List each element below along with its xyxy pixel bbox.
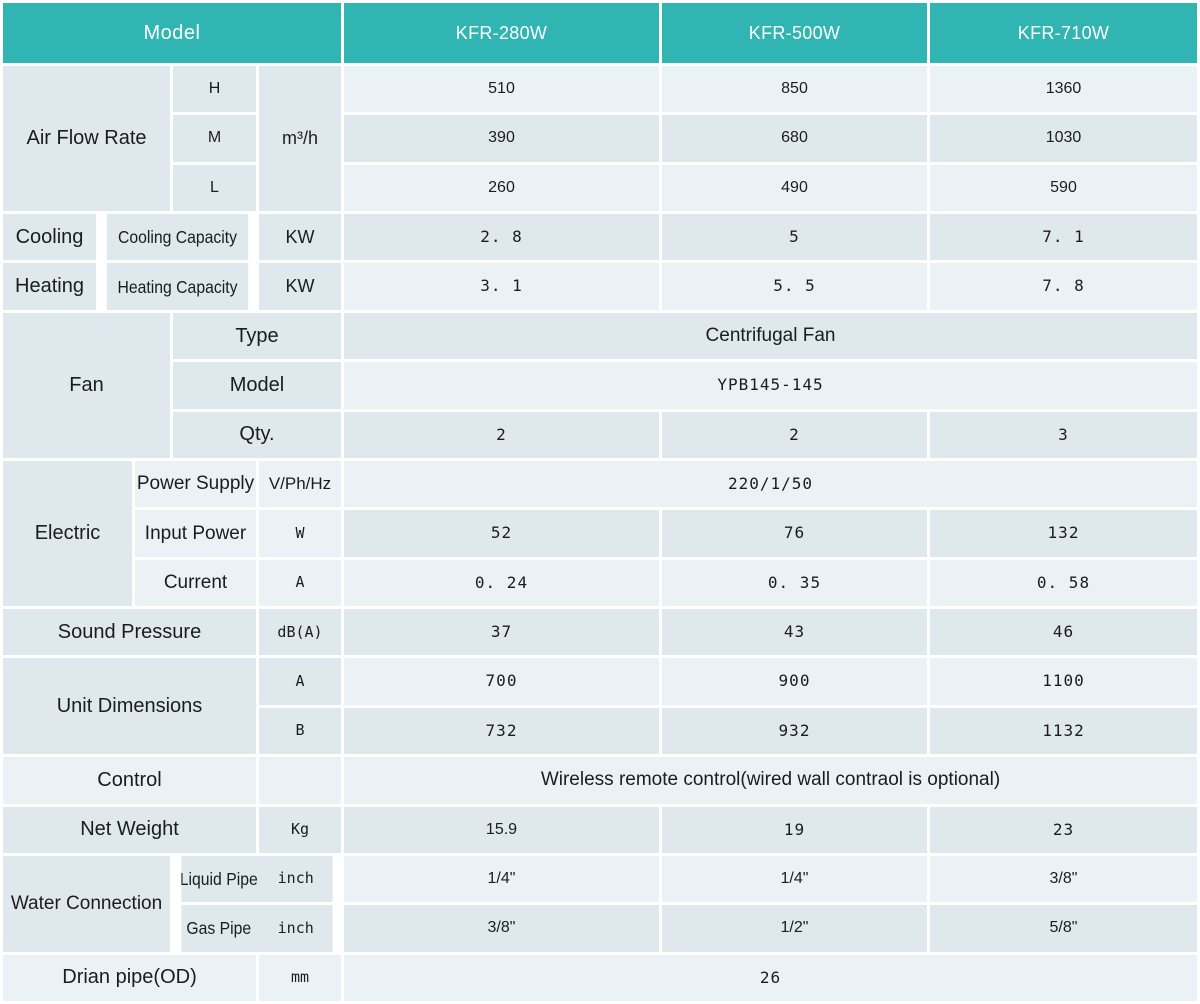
cooling-value-280w: 2. 8 xyxy=(344,214,659,261)
liquid-pipe-value-710w: 3/8" xyxy=(930,855,1197,903)
control-value: Wireless remote control(wired wall contr… xyxy=(344,757,1197,804)
heating-value-280w: 3. 1 xyxy=(344,263,659,310)
net-weight-value-710w: 23 xyxy=(930,806,1197,853)
fan-type-value: Centrifugal Fan xyxy=(344,312,1197,360)
afr-m-value-710w: 1030 xyxy=(930,115,1197,162)
input-power-value-500w: 76 xyxy=(662,510,927,557)
dimension-a-value-710w: 1100 xyxy=(930,658,1197,705)
dimension-a-label: A xyxy=(259,658,341,705)
speed-h-label: H xyxy=(173,66,256,113)
speed-l-label: L xyxy=(173,164,256,212)
input-power-value-710w: 132 xyxy=(930,510,1197,557)
column-header-kfr-280w: KFR-280W xyxy=(344,3,659,63)
dimension-b-value-280w: 732 xyxy=(344,707,659,755)
heating-unit: KW xyxy=(259,263,341,310)
afr-h-value-280w: 510 xyxy=(344,66,659,113)
sound-pressure-value-280w: 37 xyxy=(344,609,659,656)
net-weight-label: Net Weight xyxy=(3,806,256,853)
air-flow-rate-unit: m³/h xyxy=(259,66,341,212)
dimension-b-label: B xyxy=(259,707,341,755)
dimension-b-value-500w: 932 xyxy=(662,707,927,755)
cooling-value-500w: 5 xyxy=(662,214,927,261)
power-supply-unit: V/Ph/Hz xyxy=(259,460,341,508)
cooling-unit: KW xyxy=(259,214,341,261)
sound-pressure-label: Sound Pressure xyxy=(3,609,256,656)
dimension-a-value-280w: 700 xyxy=(344,658,659,705)
gas-pipe-value-710w: 5/8" xyxy=(930,905,1197,952)
afr-m-value-280w: 390 xyxy=(344,115,659,162)
cooling-label: Cooling xyxy=(3,214,96,261)
sound-pressure-value-710w: 46 xyxy=(930,609,1197,656)
electric-label: Electric xyxy=(3,460,132,607)
heating-value-710w: 7. 8 xyxy=(930,263,1197,310)
control-label: Control xyxy=(3,757,256,804)
cooling-capacity-label: Cooling Capacity xyxy=(106,214,249,261)
gas-pipe-unit: inch xyxy=(277,918,314,937)
net-weight-unit: Kg xyxy=(259,806,341,853)
afr-l-value-500w: 490 xyxy=(662,164,927,212)
power-supply-value: 220/1/50 xyxy=(344,460,1197,508)
drain-pipe-label: Drian pipe(OD) xyxy=(3,954,256,1001)
heating-label: Heating xyxy=(3,263,96,310)
speed-m-label: M xyxy=(173,115,256,162)
column-header-kfr-500w: KFR-500W xyxy=(662,3,927,63)
input-power-value-280w: 52 xyxy=(344,510,659,557)
fan-qty-label: Qty. xyxy=(173,411,341,458)
afr-l-value-280w: 260 xyxy=(344,164,659,212)
afr-l-value-710w: 590 xyxy=(930,164,1197,212)
liquid-pipe-unit: inch xyxy=(277,869,314,888)
fan-type-label: Type xyxy=(173,312,341,360)
heating-capacity-label: Heating Capacity xyxy=(106,263,249,310)
current-value-280w: 0. 24 xyxy=(344,559,659,607)
gas-pipe-value-280w: 3/8" xyxy=(344,905,659,952)
afr-m-value-500w: 680 xyxy=(662,115,927,162)
liquid-pipe-value-280w: 1/4" xyxy=(344,855,659,903)
current-value-500w: 0. 35 xyxy=(662,559,927,607)
current-unit: A xyxy=(259,559,341,607)
gas-pipe-label: Gas Pipe xyxy=(186,918,252,939)
net-weight-value-500w: 19 xyxy=(662,806,927,853)
power-supply-label: Power Supply xyxy=(135,460,256,508)
afr-h-value-710w: 1360 xyxy=(930,66,1197,113)
dimension-b-value-710w: 1132 xyxy=(930,707,1197,755)
sound-pressure-value-500w: 43 xyxy=(662,609,927,656)
sound-pressure-unit: dB(A) xyxy=(259,609,341,656)
fan-qty-value-710w: 3 xyxy=(930,411,1197,458)
drain-pipe-unit: mm xyxy=(259,954,341,1001)
unit-dimensions-label: Unit Dimensions xyxy=(3,658,256,755)
control-unit-empty xyxy=(259,757,341,804)
water-connection-label: Water Connection xyxy=(3,855,170,952)
fan-qty-value-280w: 2 xyxy=(344,411,659,458)
fan-label: Fan xyxy=(3,312,170,458)
heating-value-500w: 5. 5 xyxy=(662,263,927,310)
drain-pipe-value: 26 xyxy=(344,954,1197,1001)
input-power-unit: W xyxy=(259,510,341,557)
input-power-label: Input Power xyxy=(135,510,256,557)
fan-model-label: Model xyxy=(173,362,341,409)
cooling-value-710w: 7. 1 xyxy=(930,214,1197,261)
afr-h-value-500w: 850 xyxy=(662,66,927,113)
air-flow-rate-label: Air Flow Rate xyxy=(3,66,170,212)
column-header-kfr-710w: KFR-710W xyxy=(930,3,1197,63)
dimension-a-value-500w: 900 xyxy=(662,658,927,705)
header-model-label: Model xyxy=(3,3,341,63)
current-label: Current xyxy=(135,559,256,607)
net-weight-value-280w: 15.9 xyxy=(344,806,659,853)
liquid-pipe-label: Liquid Pipe xyxy=(181,869,258,889)
gas-pipe-value-500w: 1/2" xyxy=(662,905,927,952)
current-value-710w: 0. 58 xyxy=(930,559,1197,607)
fan-model-value: YPB145-145 xyxy=(344,362,1197,409)
fan-qty-value-500w: 2 xyxy=(662,411,927,458)
liquid-pipe-value-500w: 1/4" xyxy=(662,855,927,903)
